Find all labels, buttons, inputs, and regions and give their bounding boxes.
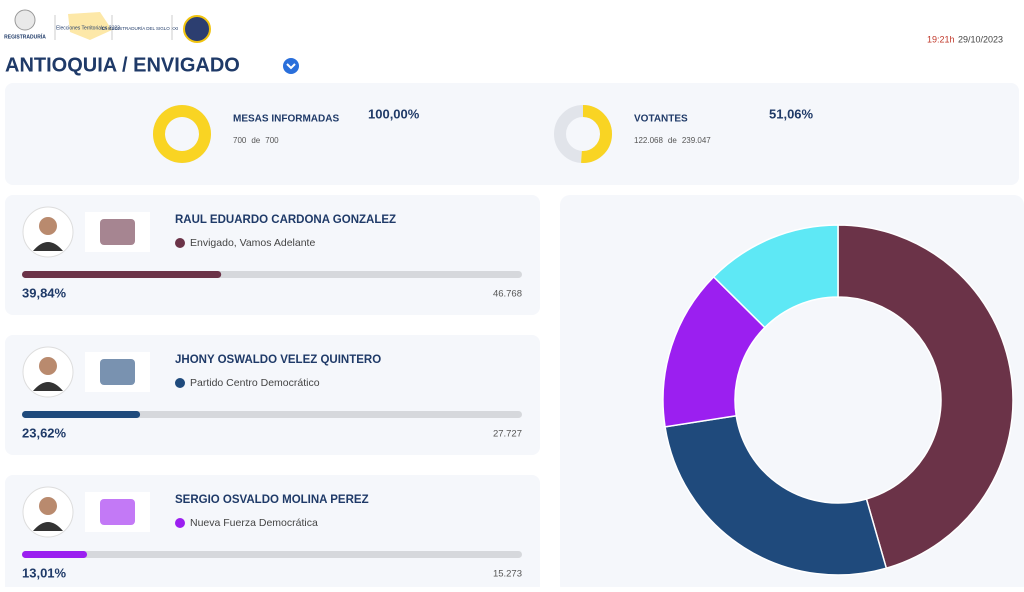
photo-body	[33, 242, 63, 251]
party-dot	[175, 238, 185, 248]
time: 19:21h	[927, 34, 955, 44]
location-title: ANTIOQUIA / ENVIGADO	[5, 54, 240, 76]
date: 29/10/2023	[958, 34, 1003, 44]
party-name: Partido Centro Democrático	[190, 377, 320, 389]
bar-fill	[22, 551, 88, 558]
party-dot	[175, 378, 185, 388]
party-logo-mark	[100, 359, 135, 385]
party-dot	[175, 518, 185, 528]
count-part: 239.047	[682, 136, 711, 145]
summary-panel	[5, 83, 1019, 185]
photo-head	[39, 497, 57, 515]
logo-text: LA REGISTRADURÍA DEL SIGLO XXI	[102, 25, 179, 31]
candidate-votes: 15.273	[493, 569, 522, 580]
logo-text: REGISTRADURÍA	[4, 32, 46, 40]
party-name: Nueva Fuerza Democrática	[190, 517, 318, 529]
donut-segment	[837, 224, 1014, 570]
summary-count: 122.068 de 239.047	[634, 136, 711, 145]
count-part: de	[668, 136, 677, 145]
candidate-votes: 46.768	[493, 289, 522, 300]
donut-segment	[712, 224, 839, 329]
photo-body	[33, 382, 63, 391]
count-part: 700	[233, 136, 247, 145]
bar-fill	[22, 271, 222, 278]
bar-track	[22, 551, 522, 558]
chevron	[286, 63, 296, 70]
emblem	[14, 9, 36, 31]
photo-head	[39, 357, 57, 375]
party-name: Envigado, Vamos Adelante	[190, 237, 315, 249]
candidate-percent: 23,62%	[22, 425, 67, 440]
logo-text: Elecciones Territoriales 2023	[56, 25, 120, 31]
dropdown-button[interactable]	[283, 58, 299, 74]
candidate-name: JHONY OSWALDO VELEZ QUINTERO	[175, 354, 381, 366]
party-logo-mark	[100, 219, 135, 245]
summary-percent: 100,00%	[368, 106, 420, 121]
badge	[183, 15, 211, 43]
party-logo-mark	[100, 499, 135, 525]
gauge-fill	[153, 105, 211, 163]
bar-track	[22, 411, 522, 418]
summary-percent: 51,06%	[769, 106, 814, 121]
count-part: 700	[265, 136, 279, 145]
count-part: 122.068	[634, 136, 663, 145]
count-part: de	[251, 136, 260, 145]
gauge-fill	[581, 105, 612, 163]
summary-title: MESAS INFORMADAS	[233, 114, 339, 125]
summary-count: 700 de 700	[233, 136, 279, 145]
bar-fill	[22, 411, 141, 418]
candidate-name: RAUL EDUARDO CARDONA GONZALEZ	[175, 214, 396, 226]
candidate-percent: 39,84%	[22, 285, 67, 300]
location-dropdown[interactable]	[283, 58, 299, 74]
logos: REGISTRADURÍA Elecciones Territoriales 2…	[4, 9, 211, 43]
candidate-percent: 13,01%	[22, 565, 67, 580]
candidate-votes: 27.727	[493, 429, 522, 440]
candidate-name: SERGIO OSVALDO MOLINA PEREZ	[175, 494, 369, 506]
donut-segment	[664, 414, 888, 576]
map-logo	[68, 12, 112, 40]
photo-body	[33, 522, 63, 531]
photo-head	[39, 217, 57, 235]
summary-title: VOTANTES	[634, 114, 688, 125]
